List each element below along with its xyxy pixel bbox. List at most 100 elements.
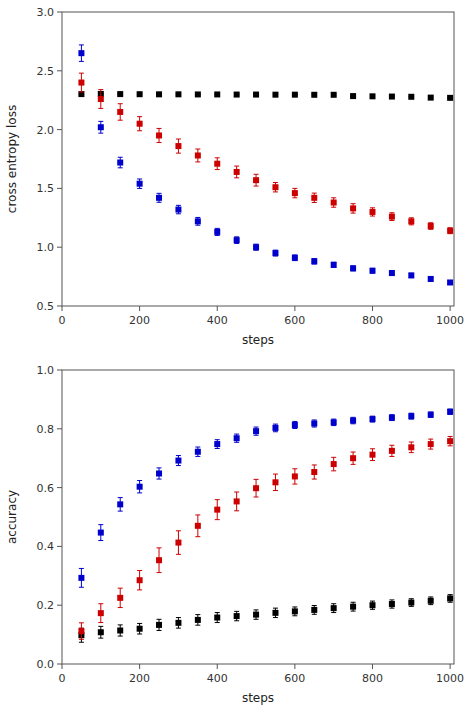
error-bar — [215, 228, 220, 235]
error-bar — [312, 193, 317, 202]
error-bar — [195, 217, 200, 225]
point — [98, 124, 104, 130]
point — [311, 421, 317, 427]
x-tick — [139, 664, 140, 669]
point — [311, 92, 317, 98]
point — [195, 449, 201, 455]
point — [311, 607, 317, 613]
point — [214, 507, 220, 513]
error-bar — [389, 415, 394, 421]
point — [253, 485, 259, 491]
y-tick-label: 3.0 — [37, 6, 55, 19]
point — [156, 622, 162, 628]
x-tick — [217, 664, 218, 669]
series — [78, 436, 453, 639]
point — [98, 530, 104, 536]
error-bar — [351, 266, 356, 271]
error-bar — [428, 412, 433, 417]
error-bar — [215, 613, 220, 623]
point — [214, 441, 220, 447]
point — [214, 161, 220, 167]
error-bar — [195, 149, 200, 162]
error-bar — [370, 449, 375, 461]
point — [117, 501, 123, 507]
point — [389, 601, 395, 607]
error-bar — [370, 268, 375, 273]
error-bar — [118, 588, 123, 607]
y-tick — [57, 188, 62, 189]
error-bar — [351, 452, 356, 464]
x-tick — [372, 306, 373, 311]
point — [175, 458, 181, 464]
error-bar — [389, 600, 394, 608]
point — [195, 218, 201, 224]
point — [156, 470, 162, 476]
error-bar — [428, 439, 433, 449]
data-layer — [78, 45, 453, 286]
error-bar — [79, 73, 84, 92]
y-tick — [57, 605, 62, 606]
y-tick-label: 1.5 — [37, 182, 55, 195]
error-bar — [389, 271, 394, 275]
error-bar — [195, 515, 200, 537]
error-bar — [409, 273, 414, 277]
point — [195, 91, 201, 97]
error-bar — [215, 500, 220, 520]
error-bar — [234, 166, 239, 178]
error-bar — [157, 548, 162, 573]
point — [195, 617, 201, 623]
y-tick-label: 0.6 — [37, 482, 55, 495]
point — [447, 595, 453, 601]
point — [156, 195, 162, 201]
error-bar — [292, 188, 297, 197]
point — [78, 575, 84, 581]
x-tick-label: 200 — [129, 314, 150, 327]
y-tick — [57, 70, 62, 71]
point — [175, 540, 181, 546]
error-bar — [292, 255, 297, 261]
point — [78, 628, 84, 634]
point — [428, 441, 434, 447]
point — [292, 608, 298, 614]
series — [78, 595, 453, 643]
point — [272, 425, 278, 431]
error-bar — [312, 420, 317, 427]
x-tick — [217, 306, 218, 311]
x-tick — [450, 306, 451, 311]
y-tick — [57, 247, 62, 248]
point — [98, 96, 104, 102]
error-bar — [176, 139, 181, 153]
y-tick-label: 0.8 — [37, 423, 55, 436]
point — [175, 91, 181, 97]
plot-frame — [62, 370, 454, 664]
y-tick-label: 0.2 — [37, 599, 55, 612]
point — [311, 258, 317, 264]
error-bar — [118, 104, 123, 120]
point — [234, 92, 240, 98]
y-tick — [57, 12, 62, 13]
point — [447, 228, 453, 234]
point — [253, 92, 259, 98]
y-tick-label: 2.5 — [37, 65, 55, 78]
point — [428, 598, 434, 604]
series — [78, 409, 453, 588]
error-bar — [234, 237, 239, 244]
point — [234, 435, 240, 441]
point — [98, 629, 104, 635]
point — [369, 602, 375, 608]
point — [137, 484, 143, 490]
point — [369, 416, 375, 422]
error-bar — [137, 623, 142, 634]
error-bar — [351, 417, 356, 423]
error-bar — [370, 601, 375, 609]
y-tick-label: 2.0 — [37, 124, 55, 137]
point — [78, 50, 84, 56]
error-bar — [273, 250, 278, 256]
error-bar — [98, 121, 103, 133]
error-bar — [137, 179, 142, 188]
point — [331, 605, 337, 611]
error-bar — [234, 611, 239, 620]
error-bar — [331, 262, 336, 267]
x-tick-label: 0 — [59, 672, 66, 685]
error-bar — [409, 599, 414, 607]
